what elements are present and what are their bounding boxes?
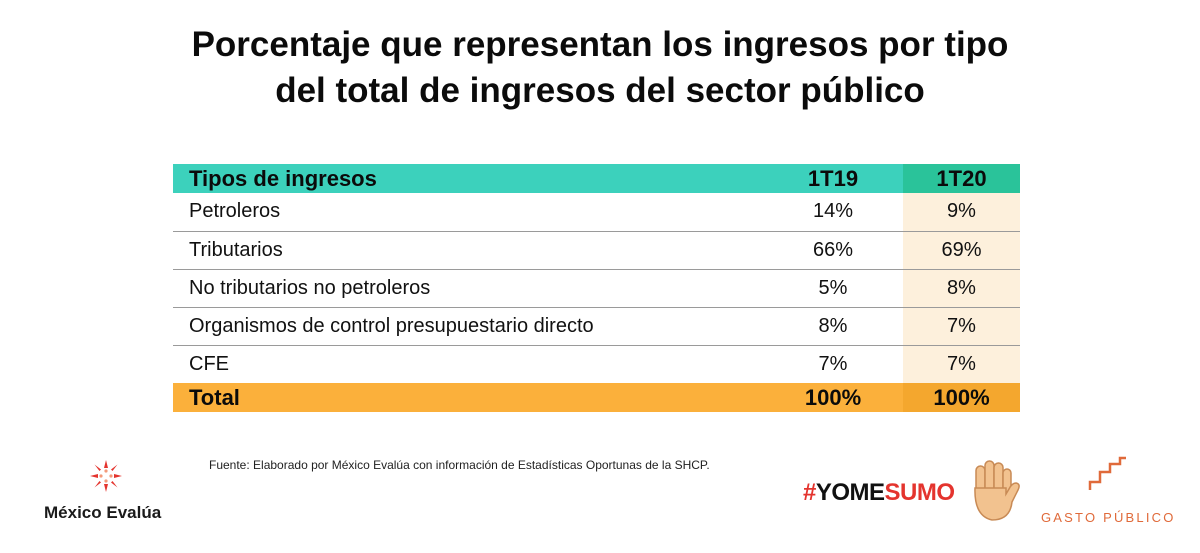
- total-value-1t20: 100%: [903, 383, 1020, 412]
- row-label: Tributarios: [173, 231, 763, 270]
- mexico-evalua-star-icon: [90, 460, 122, 492]
- yomesumo-hash: #: [803, 479, 816, 506]
- row-value-1t19: 14%: [763, 193, 903, 232]
- row-label: Petroleros: [173, 193, 763, 232]
- yomesumo-sumo: SUMO: [884, 479, 956, 506]
- mexico-evalua-logo: México Evalúa: [40, 458, 180, 528]
- title-line-1: Porcentaje que representan los ingresos …: [191, 25, 1009, 64]
- row-label: CFE: [189, 352, 229, 375]
- table-row: Tributarios 66% 69%: [173, 231, 1020, 270]
- row-value-1t19: 7%: [818, 352, 848, 375]
- total-label: Total: [173, 383, 763, 412]
- table-total-row: Total 100% 100%: [173, 383, 1020, 412]
- gasto-publico-stairs-icon: [1088, 456, 1126, 490]
- yomesumo-logo: #YOMESUMO: [803, 479, 955, 507]
- mexico-evalua-name: México Evalúa: [44, 503, 162, 522]
- total-value-1t19: 100%: [763, 383, 903, 412]
- income-table: Tipos de ingresos 1T19 1T20 Petroleros 1…: [173, 164, 1020, 412]
- header-1t20: 1T20: [903, 164, 1020, 193]
- row-value-1t19: 5%: [763, 269, 903, 308]
- table-row: Petroleros 14% 9%: [173, 193, 1020, 232]
- table-row: Organismos de control presupuestario dir…: [173, 307, 1020, 346]
- source-note: Fuente: Elaborado por México Evalúa con …: [209, 458, 710, 472]
- row-value-1t20: 7%: [903, 307, 1020, 346]
- row-value-1t20: 9%: [903, 193, 1020, 232]
- header-tipos: Tipos de ingresos: [173, 164, 763, 193]
- title-line-2: del total de ingresos del sector público: [275, 71, 925, 110]
- table-row: CFE 7% 7%: [173, 345, 1020, 383]
- row-label: Organismos de control presupuestario dir…: [173, 307, 763, 346]
- table-row: No tributarios no petroleros 5% 8%: [173, 269, 1020, 308]
- row-value-1t20: 8%: [903, 269, 1020, 308]
- row-label: No tributarios no petroleros: [173, 269, 763, 308]
- yomesumo-yome: YOME: [815, 479, 885, 506]
- header-1t19: 1T19: [763, 164, 903, 193]
- raised-hand-icon: [967, 460, 1020, 524]
- row-value-1t19: 66%: [763, 231, 903, 270]
- gasto-publico-logo: GASTO PÚBLICO: [1032, 456, 1182, 531]
- row-value-1t19: 8%: [763, 307, 903, 346]
- table-header-row: Tipos de ingresos 1T19 1T20: [173, 164, 1020, 193]
- page-title: Porcentaje que representan los ingresos …: [0, 22, 1200, 114]
- gasto-publico-name: GASTO PÚBLICO: [1041, 510, 1176, 525]
- row-value-1t20: 69%: [903, 231, 1020, 270]
- row-value-1t20: 7%: [903, 345, 1020, 383]
